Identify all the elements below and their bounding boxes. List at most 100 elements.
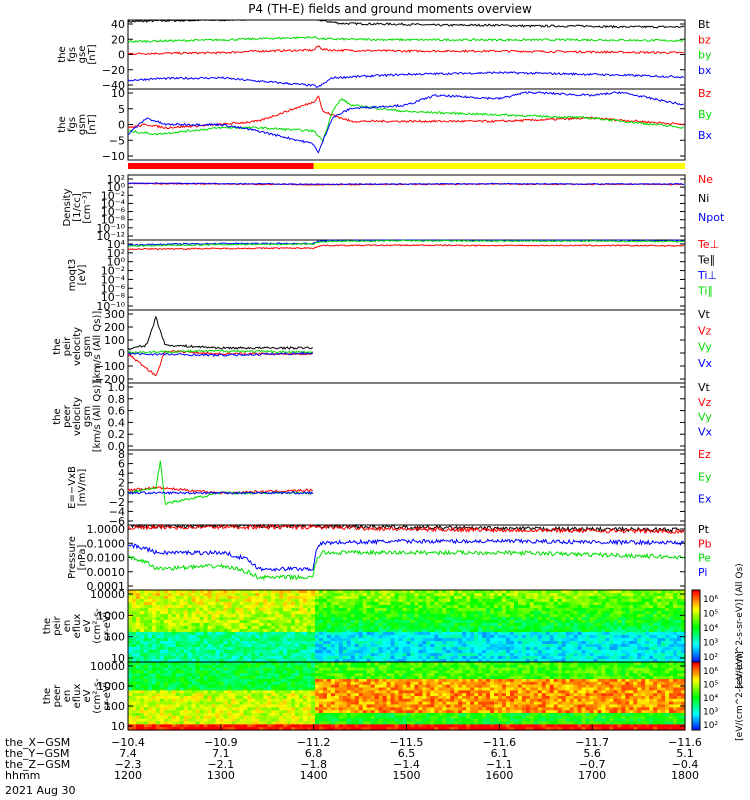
- spectrogram-cell: [494, 593, 499, 597]
- spectrogram-cell: [251, 650, 256, 654]
- spectrogram-cell: [486, 659, 491, 663]
- spectrogram-cell: [239, 667, 244, 672]
- spectrogram-cell: [537, 647, 543, 651]
- spectrogram-cell: [677, 626, 682, 630]
- spectrogram-cell: [311, 602, 316, 606]
- spectrogram-cell: [509, 599, 515, 603]
- spectrogram-cell: [267, 596, 272, 600]
- spectrogram-cell: [287, 707, 292, 711]
- spectrogram-cell: [279, 667, 284, 672]
- spectrogram-cell: [446, 611, 451, 615]
- spectrogram-cell: [466, 608, 471, 612]
- spectrogram-cell: [601, 647, 607, 651]
- spectrogram-cell: [478, 653, 483, 657]
- spectrogram-cell: [307, 638, 312, 642]
- spectrogram-cell: [442, 590, 447, 594]
- spectrogram-cell: [374, 656, 380, 660]
- spectrogram-cell: [243, 596, 248, 600]
- spectrogram-cell: [223, 662, 229, 666]
- spectrogram-cell: [589, 638, 595, 642]
- spectrogram-cell: [139, 662, 145, 666]
- spectrogram-cell: [179, 662, 185, 666]
- spectrogram-cell: [259, 727, 264, 731]
- spectrogram-cell: [243, 687, 248, 691]
- spectrogram-cell: [267, 593, 272, 597]
- spectrogram-cell: [263, 696, 268, 700]
- spectrogram-cell: [203, 662, 209, 666]
- spectrogram-cell: [311, 679, 316, 683]
- spectrogram-cell: [505, 620, 511, 624]
- spectrogram-cell: [521, 617, 527, 621]
- spectrogram-cell: [549, 608, 555, 612]
- spectrogram-cell: [199, 653, 205, 657]
- spectrogram-cell: [438, 629, 443, 633]
- spectrogram-cell: [175, 596, 181, 600]
- spectrogram-cell: [195, 673, 201, 677]
- spectrogram-cell: [211, 653, 217, 657]
- spectrogram-cell: [311, 718, 316, 723]
- spectrogram-cell: [362, 590, 368, 594]
- spectrogram-cell: [287, 704, 292, 708]
- spectrogram-cell: [330, 593, 336, 597]
- spectrogram-cell: [414, 632, 420, 636]
- spectrogram-cell: [139, 629, 145, 633]
- spectrogram-cell: [653, 614, 658, 618]
- spectrogram-cell: [645, 644, 650, 648]
- spectrogram-cell: [219, 617, 225, 621]
- spectrogram-cell: [330, 590, 336, 594]
- spectrogram-cell: [151, 590, 157, 594]
- spectrogram-cell: [167, 593, 173, 597]
- spectrogram-cell: [613, 647, 618, 651]
- spectrogram-cell: [207, 701, 213, 706]
- spectrogram-cell: [641, 602, 646, 606]
- spectrogram-cell: [143, 690, 149, 694]
- spectrogram-cell: [637, 593, 642, 597]
- spectrogram-cell: [199, 698, 205, 703]
- spectrogram-cell: [139, 617, 145, 621]
- spectrogram-cell: [235, 662, 240, 666]
- spectrogram-cell: [322, 647, 328, 651]
- spectrogram-cell: [326, 721, 332, 725]
- spectrogram-cell: [299, 710, 304, 714]
- spectrogram-cell: [501, 644, 507, 648]
- spectrogram-cell: [334, 710, 340, 714]
- spectrogram-cell: [565, 593, 571, 597]
- spectrogram-cell: [187, 679, 193, 683]
- spectrogram-cell: [223, 593, 229, 597]
- spectrogram-cell: [454, 638, 459, 642]
- spectrogram-cell: [470, 620, 475, 624]
- spectrogram-cell: [358, 593, 364, 597]
- spectrogram-cell: [211, 679, 217, 683]
- spectrogram-cell: [466, 599, 471, 603]
- spectrogram-cell: [358, 650, 364, 654]
- spectrogram-cell: [163, 676, 169, 680]
- spectrogram-cell: [171, 696, 177, 700]
- spectrogram-cell: [275, 644, 280, 648]
- spectrogram-cell: [422, 593, 427, 597]
- spectrogram-cell: [151, 623, 157, 627]
- spectrogram-cell: [669, 626, 674, 630]
- spectrogram-cell: [318, 644, 324, 648]
- spectrogram-cell: [625, 596, 630, 600]
- y-axis-label-line: eflux: [72, 614, 83, 639]
- spectrogram-cell: [143, 718, 149, 723]
- spectrogram-cell: [179, 638, 185, 642]
- spectrogram-cell: [422, 641, 427, 645]
- y-axis-label: thefgsgsm[nT]: [57, 114, 98, 135]
- spectrogram-cell: [223, 617, 229, 621]
- spectrogram-cell: [498, 659, 503, 663]
- spectrogram-cell: [537, 605, 543, 609]
- spectrogram-cell: [418, 644, 424, 648]
- spectrogram-cell: [525, 659, 531, 663]
- spectrogram-cell: [267, 673, 272, 677]
- spectrogram-cell: [521, 644, 527, 648]
- spectrogram-cell: [613, 590, 618, 594]
- spectrogram-cell: [211, 710, 217, 714]
- spectrogram-cell: [450, 626, 455, 630]
- spectrogram-cell: [521, 611, 527, 615]
- spectrogram-cell: [131, 727, 137, 731]
- spectrogram-cell: [478, 590, 483, 594]
- spectrogram-cell: [605, 659, 611, 663]
- spectrogram-cell: [597, 644, 603, 648]
- spectrogram-cell: [338, 664, 344, 669]
